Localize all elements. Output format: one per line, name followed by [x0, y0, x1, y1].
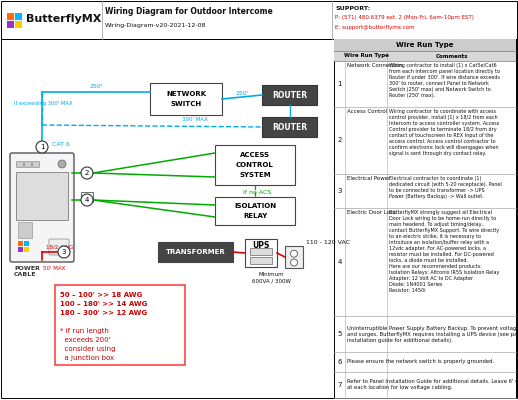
Text: 300' MAX: 300' MAX [182, 117, 208, 122]
FancyBboxPatch shape [7, 13, 14, 20]
FancyBboxPatch shape [15, 21, 22, 28]
FancyBboxPatch shape [158, 242, 233, 262]
Text: CAT 6: CAT 6 [52, 142, 70, 146]
Text: Electric Door Lock: Electric Door Lock [347, 210, 396, 215]
Text: 50 – 100' >> 18 AWG: 50 – 100' >> 18 AWG [60, 292, 142, 298]
Text: SWITCH: SWITCH [170, 101, 202, 107]
FancyBboxPatch shape [81, 192, 93, 202]
Text: 250': 250' [89, 84, 103, 89]
Circle shape [58, 160, 66, 168]
Text: 3: 3 [337, 188, 342, 194]
Text: Wiring-Diagram-v20-2021-12-08: Wiring-Diagram-v20-2021-12-08 [105, 22, 206, 28]
Text: CABLE: CABLE [14, 272, 36, 278]
FancyBboxPatch shape [18, 241, 23, 246]
FancyBboxPatch shape [150, 83, 222, 115]
FancyBboxPatch shape [245, 239, 277, 267]
Text: 18/2 AWG: 18/2 AWG [46, 244, 74, 250]
Circle shape [36, 141, 48, 153]
Text: ROUTER: ROUTER [272, 90, 307, 100]
Text: ROUTER: ROUTER [272, 122, 307, 132]
FancyBboxPatch shape [49, 239, 69, 255]
Text: Comments: Comments [435, 54, 468, 58]
FancyBboxPatch shape [18, 247, 23, 252]
FancyBboxPatch shape [250, 248, 272, 255]
Text: Electrical contractor to coordinate (1)
dedicated circuit (with 5-20 receptacle): Electrical contractor to coordinate (1) … [389, 176, 502, 199]
Text: SUPPORT:: SUPPORT: [335, 6, 370, 10]
FancyBboxPatch shape [1, 39, 517, 398]
Text: Wiring contractor to install (1) x Cat5e/Cat6
from each Intercom panel location : Wiring contractor to install (1) x Cat5e… [389, 63, 500, 98]
FancyBboxPatch shape [55, 285, 185, 365]
Text: UPS: UPS [252, 242, 270, 250]
FancyBboxPatch shape [16, 172, 68, 220]
Text: Electrical Power: Electrical Power [347, 176, 391, 181]
Text: 5: 5 [337, 331, 342, 337]
Text: E: support@butterflymx.com: E: support@butterflymx.com [335, 26, 414, 30]
FancyBboxPatch shape [24, 162, 32, 168]
Text: Please ensure the network switch is properly grounded.: Please ensure the network switch is prop… [347, 359, 494, 364]
Circle shape [291, 259, 297, 266]
Text: Wire Run Type: Wire Run Type [396, 42, 454, 48]
Text: 4: 4 [85, 197, 89, 203]
Text: 2: 2 [85, 170, 89, 176]
Text: CONTROL: CONTROL [236, 162, 274, 168]
Text: 250': 250' [235, 91, 249, 96]
Text: 180 – 300' >> 12 AWG: 180 – 300' >> 12 AWG [60, 310, 147, 316]
FancyBboxPatch shape [15, 13, 22, 20]
Circle shape [81, 167, 93, 179]
Text: * if run length: * if run length [60, 328, 109, 334]
Circle shape [58, 246, 70, 258]
Text: NETWORK: NETWORK [166, 91, 206, 97]
Text: consider using: consider using [60, 346, 116, 352]
Text: 7: 7 [337, 382, 342, 388]
Text: Access Control: Access Control [347, 109, 387, 114]
FancyBboxPatch shape [215, 145, 295, 185]
Text: 4: 4 [337, 259, 342, 265]
FancyBboxPatch shape [17, 162, 23, 168]
FancyBboxPatch shape [1, 1, 517, 39]
Text: 1: 1 [40, 144, 44, 150]
Text: a junction box: a junction box [60, 355, 114, 361]
Text: ButterflyMX strongly suggest all Electrical
Door Lock wiring to be home-run dire: ButterflyMX strongly suggest all Electri… [389, 210, 499, 293]
Text: 100 – 180' >> 14 AWG: 100 – 180' >> 14 AWG [60, 301, 148, 307]
Text: 600VA / 300W: 600VA / 300W [252, 278, 291, 284]
Text: If exceeding 300' MAX: If exceeding 300' MAX [14, 100, 73, 106]
Text: exceeds 200': exceeds 200' [60, 337, 110, 343]
Text: RELAY: RELAY [243, 213, 267, 219]
Text: Uninterruptible Power Supply Battery Backup. To prevent voltage drops
and surges: Uninterruptible Power Supply Battery Bac… [347, 326, 518, 342]
Text: POWER: POWER [14, 266, 40, 270]
Text: SYSTEM: SYSTEM [239, 172, 271, 178]
FancyBboxPatch shape [262, 85, 317, 105]
Text: Minimum: Minimum [258, 272, 284, 276]
Text: 50' MAX: 50' MAX [43, 266, 65, 272]
FancyBboxPatch shape [24, 247, 29, 252]
Text: Wiring Diagram for Outdoor Intercome: Wiring Diagram for Outdoor Intercome [105, 6, 273, 16]
Text: ButterflyMX: ButterflyMX [26, 14, 102, 24]
FancyBboxPatch shape [7, 21, 14, 28]
Circle shape [291, 250, 297, 257]
Text: TRANSFORMER: TRANSFORMER [166, 249, 225, 255]
FancyBboxPatch shape [334, 39, 516, 51]
FancyBboxPatch shape [24, 241, 29, 246]
Text: Wire Run Type: Wire Run Type [343, 54, 388, 58]
FancyBboxPatch shape [10, 153, 74, 262]
Text: 3: 3 [62, 249, 66, 255]
FancyBboxPatch shape [262, 117, 317, 137]
FancyBboxPatch shape [250, 257, 272, 264]
FancyBboxPatch shape [285, 246, 303, 268]
FancyBboxPatch shape [18, 222, 32, 238]
Text: 1: 1 [337, 81, 342, 87]
Circle shape [81, 194, 93, 206]
FancyBboxPatch shape [334, 39, 516, 398]
Text: P: (571) 480.6379 ext. 2 (Mon-Fri, 6am-10pm EST): P: (571) 480.6379 ext. 2 (Mon-Fri, 6am-1… [335, 16, 474, 20]
Text: 6: 6 [337, 359, 342, 365]
Text: ISOLATION: ISOLATION [234, 203, 276, 209]
Text: If no ACS: If no ACS [243, 190, 271, 196]
Text: ACCESS: ACCESS [240, 152, 270, 158]
FancyBboxPatch shape [215, 197, 295, 225]
Text: 110 - 120 VAC: 110 - 120 VAC [306, 240, 350, 244]
Text: Refer to Panel Installation Guide for additional details. Leave 6' service loop
: Refer to Panel Installation Guide for ad… [347, 379, 518, 390]
FancyBboxPatch shape [33, 162, 39, 168]
Text: 2: 2 [337, 138, 342, 144]
Text: Network Connection: Network Connection [347, 63, 403, 68]
Text: Wiring contractor to coordinate with access
control provider, install (1) x 18/2: Wiring contractor to coordinate with acc… [389, 109, 499, 156]
